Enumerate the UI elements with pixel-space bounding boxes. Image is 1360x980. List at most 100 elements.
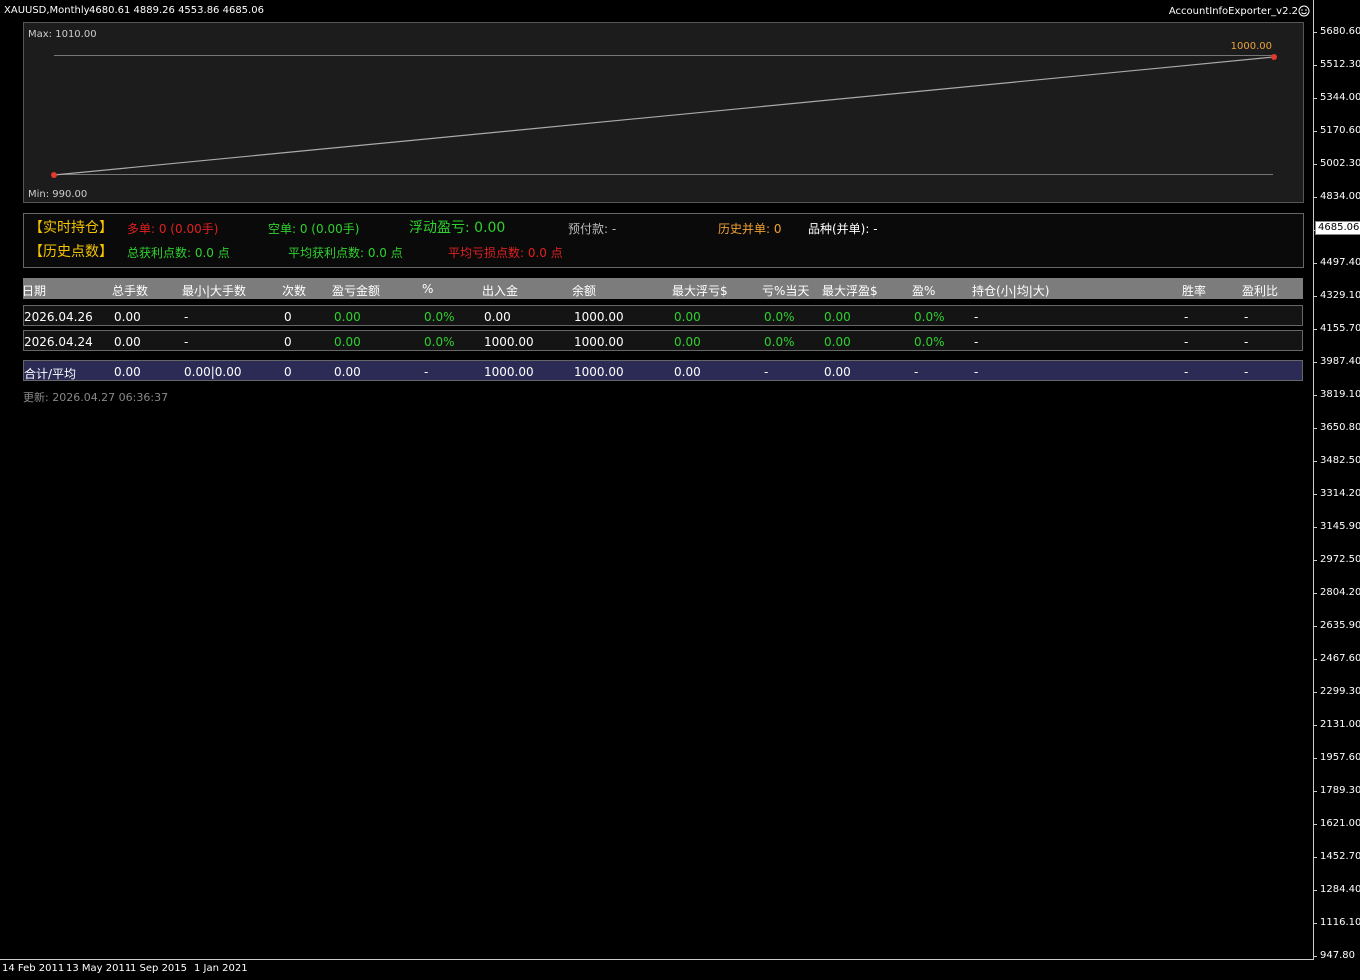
floating-pnl: 浮动盈亏: 0.00: [409, 220, 506, 236]
table-cell: 0.00: [484, 310, 511, 324]
table-cell: 0.00|0.00: [184, 365, 242, 379]
update-time: 更新: 2026.04.27 06:36:37: [23, 391, 169, 404]
price-tick-label: 2299.30: [1320, 686, 1360, 697]
table-cell: 亏%当天: [762, 284, 810, 298]
price-tick-label: 3145.90: [1320, 521, 1360, 532]
equity-max: Max: 1010.00: [28, 29, 97, 40]
table-row: 2026.04.24 0.00 - 0 0.00 0.0% 1000.00 1000.00 0.…: [23, 330, 1303, 351]
table-cell: 总手数: [112, 284, 149, 298]
avg-profit-points: 平均获利点数: 0.0 点: [288, 246, 403, 260]
table-cell: 0.00: [824, 365, 851, 379]
ohlc: 4680.61 4889.26 4553.86 4685.06: [89, 5, 264, 16]
price-tick-label: 2972.50: [1320, 554, 1360, 565]
price-tick-label: 3482.50: [1320, 455, 1360, 466]
table-cell: 盈%: [912, 284, 936, 298]
table-header: 日期 总手数 最小|大手数 次数 盈亏金额% 出入金 余额 最大浮亏$ 亏%当天 最大浮盈$ 盈% 持…: [22, 278, 1303, 299]
table-cell: -: [974, 365, 979, 379]
table-cell: 1000.00: [484, 365, 534, 379]
table-cell: 胜率: [1182, 284, 1207, 298]
short-positions: 空单: 0 (0.00手): [268, 222, 360, 236]
table-cell: 0.00: [334, 365, 361, 379]
table-cell: 0.00: [114, 335, 141, 349]
table-cell: -: [1184, 335, 1189, 349]
price-tick-label: 3819.10: [1320, 389, 1360, 400]
table-cell: -: [914, 365, 919, 379]
price-tick-label: 2635.90: [1320, 620, 1360, 631]
table-cell: -: [974, 335, 979, 349]
time-label: 1 Jan 2021: [194, 963, 248, 974]
table-total-row: 合计/平均 0.00 0.00|0.00 0 0.00 - 1000.00 1000.00 0.…: [23, 360, 1303, 381]
price-tick-label: 2804.20: [1320, 587, 1360, 598]
table-cell: 最大浮亏$: [672, 284, 728, 298]
table-cell: 最大浮盈$: [822, 284, 878, 298]
table-cell: -: [424, 365, 429, 379]
table-cell: 合计/平均: [24, 367, 77, 381]
price-tick-label: 3987.40: [1320, 356, 1360, 367]
table-cell: 0.0%: [914, 310, 945, 324]
price-tick-label: 4834.00: [1320, 191, 1360, 202]
price-tick-label: 3650.80: [1320, 422, 1360, 433]
symbol: XAUUSD,Monthly: [4, 5, 90, 16]
table-cell: 1000.00: [574, 310, 624, 324]
indicator-name: AccountInfoExporter_v2.2: [1168, 6, 1298, 17]
history-title: 【历史点数】: [29, 244, 113, 260]
table-cell: 0.00: [674, 365, 701, 379]
table-cell: 1000.00: [484, 335, 534, 349]
long-positions: 多单: 0 (0.00手): [127, 222, 219, 236]
table-cell: 最小|大手数: [182, 284, 247, 298]
table-cell: 0.00: [674, 310, 701, 324]
table-cell: -: [1184, 365, 1189, 379]
table-cell: -: [974, 310, 979, 324]
margin: 预付款: -: [568, 222, 617, 236]
price-tick-label: 4497.40: [1320, 257, 1360, 268]
price-tick-label: 1957.60: [1320, 752, 1360, 763]
table-cell: 0.00: [824, 310, 851, 324]
time-label: 1 Sep 2015: [130, 963, 188, 974]
price-tick-label: 3314.20: [1320, 488, 1360, 499]
price-tick-label: 1284.40: [1320, 884, 1360, 895]
current-price: 4685.06: [1315, 221, 1360, 235]
table-cell: 日期: [22, 284, 47, 298]
realtime-title: 【实时持仓】: [29, 220, 113, 236]
price-tick-label: 4329.10: [1320, 290, 1360, 301]
total-points: 总获利点数: 0.0 点: [127, 246, 230, 260]
price-tick-label: 1789.30: [1320, 785, 1360, 796]
time-label: 13 May 2011: [66, 963, 132, 974]
table-cell: 0: [284, 335, 292, 349]
price-tick-label: 947.80: [1320, 950, 1355, 961]
price-tick-label: 1452.70: [1320, 851, 1360, 862]
table-cell: 0.00: [114, 310, 141, 324]
table-cell: 出入金: [482, 284, 519, 298]
table-row: 2026.04.26 0.00 - 0 0.00 0.0% 0.00 1000.00 0.00 0…: [23, 305, 1303, 326]
table-cell: 次数: [282, 284, 307, 298]
time-label: 14 Feb 2011: [2, 963, 65, 974]
table-cell: 2026.04.24: [24, 335, 93, 349]
table-cell: -: [184, 335, 189, 349]
table-cell: 0.00: [334, 310, 361, 324]
table-cell: -: [1244, 310, 1249, 324]
price-tick-label: 5170.60: [1320, 125, 1360, 136]
table-cell: 持仓(小|均|大): [972, 284, 1050, 298]
history-merged: 历史并单: 0: [718, 222, 782, 236]
price-tick-label: 5680.60: [1320, 26, 1360, 37]
table-cell: -: [1244, 335, 1249, 349]
table-cell: 1000.00: [574, 335, 624, 349]
table-cell: 0: [284, 310, 292, 324]
table-cell: -: [1244, 365, 1249, 379]
price-tick-label: 4155.70: [1320, 323, 1360, 334]
equity-last: 1000.00: [1230, 41, 1272, 52]
table-cell: 0.0%: [764, 310, 795, 324]
table-cell: -: [1184, 310, 1189, 324]
price-tick-label: 5002.30: [1320, 158, 1360, 169]
table-cell: 余额: [572, 284, 597, 298]
price-tick-label: 1116.10: [1320, 917, 1360, 928]
table-cell: 1000.00: [574, 365, 624, 379]
price-tick-label: 5344.00: [1320, 92, 1360, 103]
table-cell: 0.00: [674, 335, 701, 349]
price-tick-label: 1621.00: [1320, 818, 1360, 829]
table-cell: 0.0%: [764, 335, 795, 349]
table-cell: -: [764, 365, 769, 379]
table-cell: 0.0%: [424, 310, 455, 324]
